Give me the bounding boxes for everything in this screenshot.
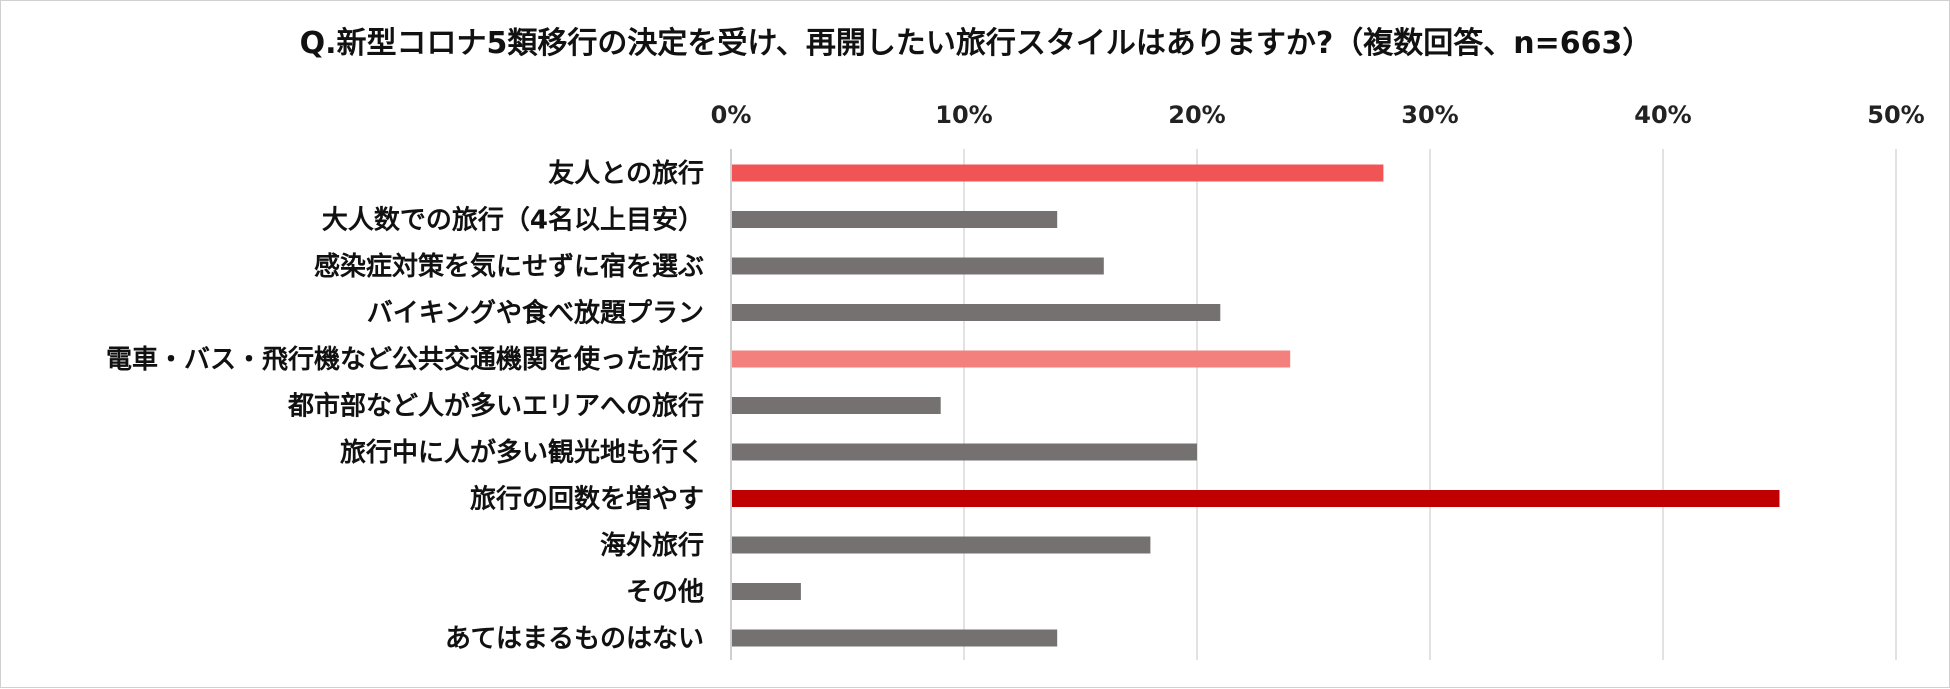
category-label: 大人数での旅行（4名以上目安） [322, 205, 704, 236]
category-label: その他 [626, 578, 704, 608]
bar [732, 164, 1384, 182]
bar [732, 629, 1058, 647]
x-tick-label: 50% [1867, 101, 1924, 129]
bar [732, 350, 1291, 368]
grid-lines [730, 149, 1897, 660]
bar [732, 490, 1780, 507]
bar [732, 211, 1058, 228]
category-label: 海外旅行 [600, 530, 704, 561]
category-label: 都市部など人が多いエリアへの旅行 [287, 391, 704, 422]
x-tick-label: 40% [1634, 101, 1691, 129]
category-label: あてはまるものはない [445, 624, 704, 654]
category-label: 旅行中に人が多い観光地も行く [340, 437, 704, 468]
bar [732, 304, 1221, 321]
bar [732, 397, 941, 414]
category-label: 旅行の回数を増やす [470, 484, 704, 515]
x-axis-ticks: 0% 10% 20% 30% 40% 50% [711, 101, 1925, 129]
x-tick-label: 20% [1168, 101, 1225, 129]
bar [732, 443, 1197, 461]
chart-title: Q.新型コロナ5類移行の決定を受け、再開したい旅行スタイルはありますか?（複数回… [300, 26, 1653, 61]
bar [732, 536, 1151, 554]
category-label: 感染症対策を気にせずに宿を選ぶ [314, 251, 704, 282]
bar [732, 583, 801, 600]
bars [732, 164, 1780, 647]
x-tick-label: 0% [711, 101, 752, 129]
bar [732, 257, 1104, 275]
category-label: バイキングや食べ放題プラン [367, 298, 704, 329]
category-label: 友人との旅行 [548, 158, 704, 189]
category-label: 電車・バス・飛行機など公共交通機関を使った旅行 [106, 344, 704, 375]
x-tick-label: 30% [1401, 101, 1458, 129]
x-tick-label: 10% [935, 101, 992, 129]
